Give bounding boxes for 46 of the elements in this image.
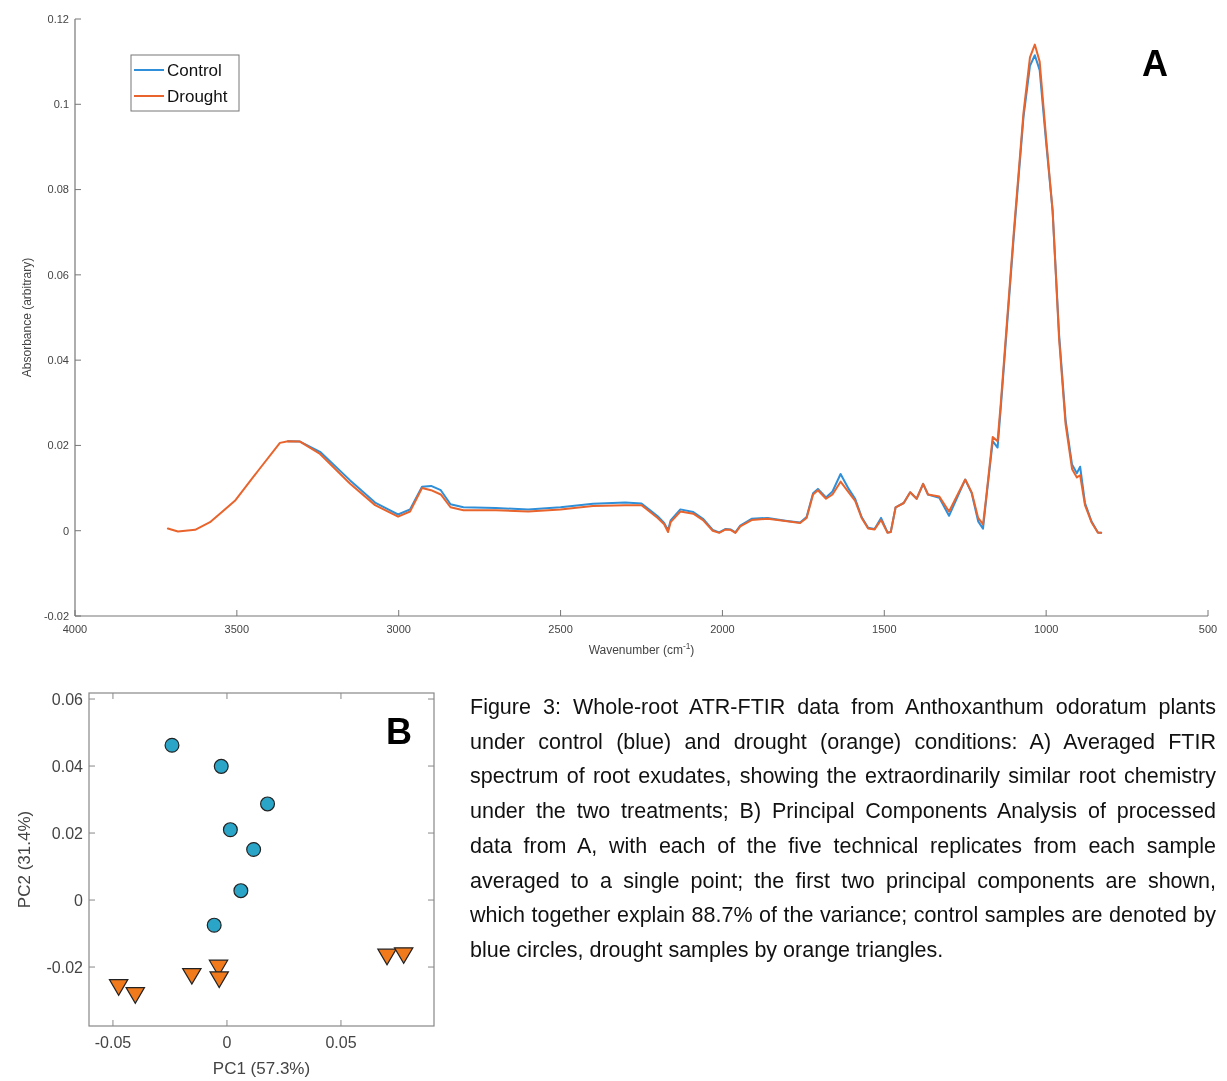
point	[108, 979, 129, 996]
x-tick-label: -0.05	[94, 1034, 132, 1051]
x-tick-label: 1000	[1033, 623, 1059, 635]
text: B	[386, 711, 412, 752]
y-tick-label: 0.02	[51, 824, 84, 842]
point	[125, 987, 146, 1004]
x-axis-title: PC1 (57.3%)	[212, 1059, 311, 1078]
x-tick-label: 0.05	[325, 1034, 357, 1051]
x-tick-label: 2000	[710, 623, 735, 635]
x-tick-label: 0	[222, 1034, 232, 1051]
y-tick-label: 0	[62, 524, 69, 537]
point	[377, 948, 397, 966]
x-tick-label: 4000	[62, 623, 88, 635]
y-tick-label: 0.04	[51, 757, 84, 775]
x-tick-label: 3500	[224, 623, 250, 635]
x-tick-label: 1500	[872, 623, 897, 635]
text: A	[1142, 43, 1168, 84]
point	[222, 822, 238, 838]
x-tick-label: 3000	[386, 623, 411, 635]
y-tick-label: 0.1	[53, 98, 69, 111]
y-tick-label: -0.02	[43, 609, 69, 622]
point	[182, 967, 202, 985]
y-tick-label: 0.06	[47, 268, 69, 281]
y-tick-label: 0	[74, 891, 84, 909]
point	[206, 917, 222, 933]
y-tick-label: 0.04	[47, 353, 69, 366]
point	[209, 971, 229, 989]
y-tick-label: 0.02	[47, 439, 69, 452]
x-tick-label: 2500	[548, 623, 573, 635]
caption: Figure 3: Whole-root ATR-FTIR data from Anthoxanthum odoratum plants under control (blue) and drought (orange) conditions: A) Averaged FTIR spectrum of root exudates, showing the extraordinarily similar root chemistry under the two treatments; B) Principal Components Analysis of processed data from A, with each of the five technical replicates from each sample averaged to a single point; the first two principal components are shown, which together explain 88.7% of the variance; control samples are denoted by blue circles, drought samples by orange triangles.	[470, 694, 1216, 964]
point	[393, 947, 414, 965]
point	[164, 737, 180, 753]
x-axis-title: Wavenumber (cm$^{-1}$)	[588, 641, 695, 657]
legend-label: Control	[167, 60, 222, 80]
point	[246, 841, 262, 857]
point	[213, 758, 229, 774]
y-axis-title: PC2 (31.4%)	[15, 810, 34, 909]
point	[260, 796, 276, 812]
legend-label: Drought	[167, 86, 228, 106]
y-tick-label: 0.12	[47, 12, 69, 25]
y-tick-label: 0.08	[47, 183, 69, 196]
x-tick-label: 500	[1198, 623, 1218, 635]
y-tick-label: 0.06	[51, 690, 84, 708]
y-axis-title: Absorbance (arbitrary)	[20, 257, 34, 378]
point	[233, 883, 249, 899]
y-tick-label: -0.02	[46, 958, 84, 976]
